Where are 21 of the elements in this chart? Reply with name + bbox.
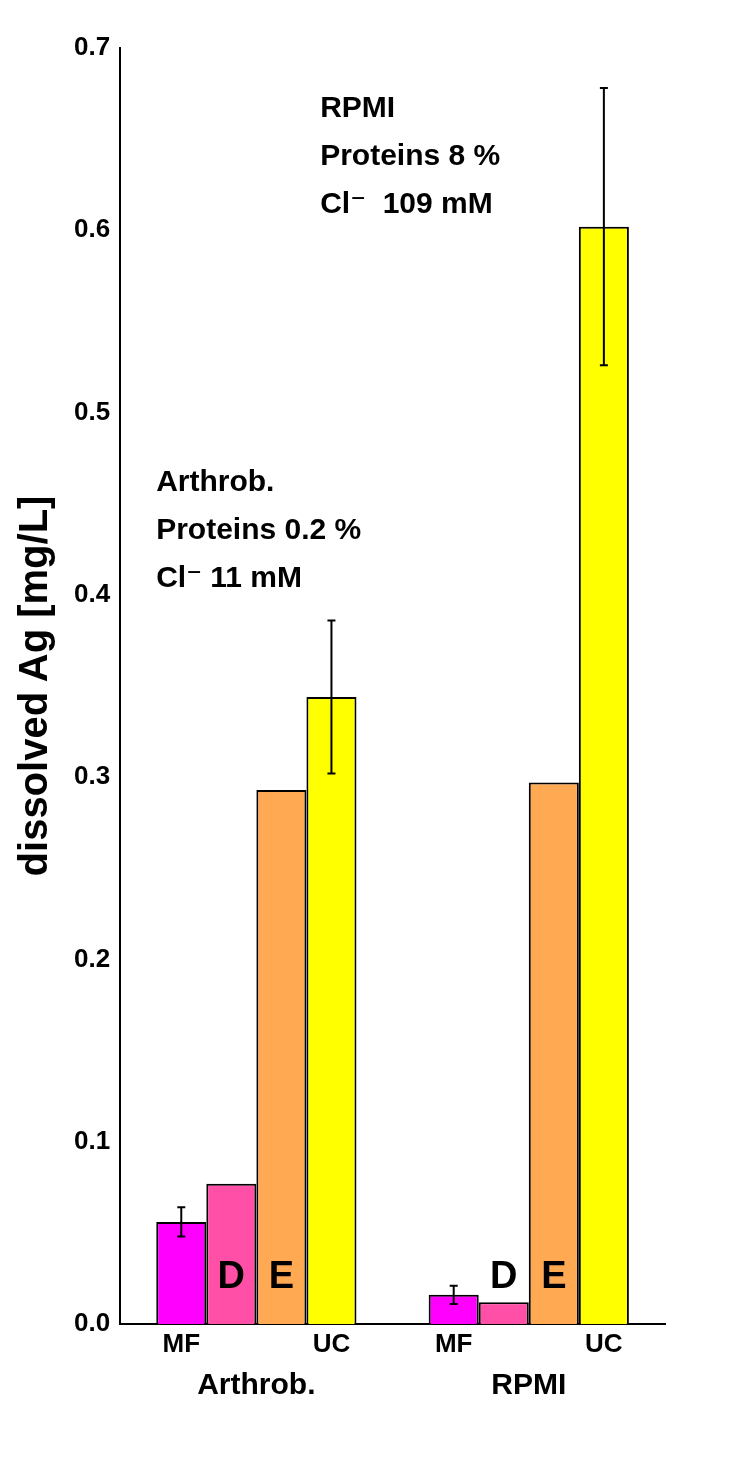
y-tick-label: 0.5 (73, 395, 111, 426)
y-axis-title: dissolved Ag [mg/L] (11, 495, 56, 877)
y-tick-label: 0.3 (73, 760, 111, 791)
y-tick-label: 0.1 (73, 1124, 111, 1155)
text: D (217, 1254, 246, 1296)
series-label: MF (162, 1328, 201, 1359)
text: UC (585, 1328, 623, 1359)
y-tick-label: 0.6 (73, 213, 111, 244)
y-tick-label: 0.7 (73, 31, 111, 62)
y-tick-label: 0.4 (73, 578, 111, 609)
text: MF (434, 1328, 473, 1359)
x-tick-label: Arthrob. (197, 1367, 316, 1401)
y-tick-label: 0.2 (73, 942, 111, 973)
x-tick-label: RPMI (491, 1367, 567, 1401)
annotation: Arthrob. Proteins 0.2 % Cl⁻ 11 mM (156, 463, 362, 593)
series-label: D (490, 1254, 518, 1296)
series-label: UC (312, 1328, 351, 1359)
annotation: RPMI Proteins 8 % Cl⁻ 109 mM (320, 89, 501, 219)
y-tick-label: 0.0 (73, 1307, 111, 1338)
text: E (541, 1254, 567, 1296)
series-label: E (268, 1254, 295, 1296)
